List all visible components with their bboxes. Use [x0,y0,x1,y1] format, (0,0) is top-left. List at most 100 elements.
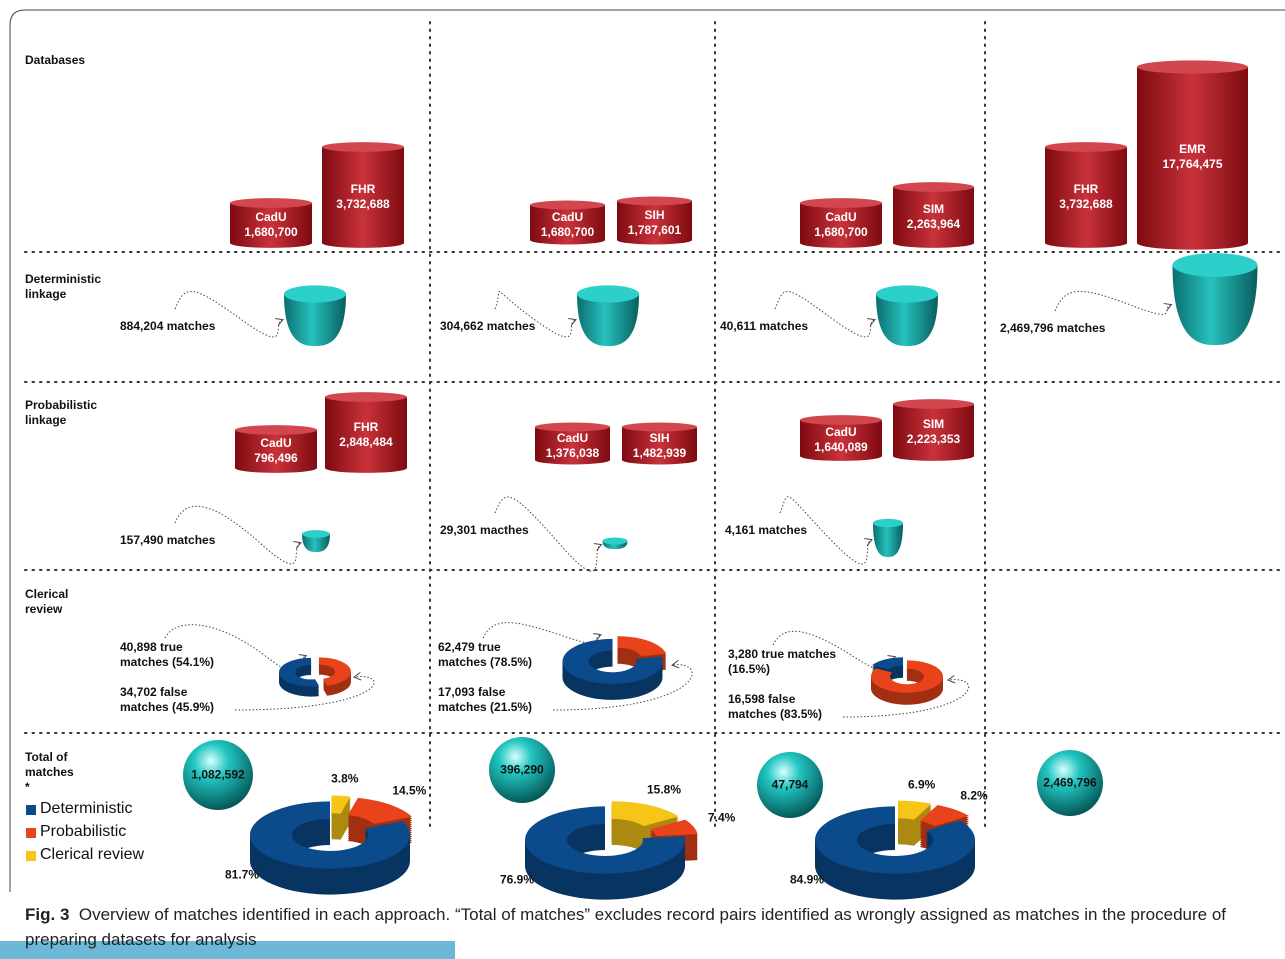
database-count: 1,680,700 [541,225,594,240]
match-count: 29,301 macthes [440,523,529,538]
match-count: 304,662 matches [440,319,535,334]
database-count: 1,482,939 [633,446,686,461]
total-count: 396,290 [500,763,543,778]
bowl [873,523,903,557]
true-matches-label: 3,280 true matches (16.5%) [728,647,840,677]
legend-label: Clerical review [40,846,144,864]
total-count: 47,794 [772,778,809,793]
database-count: 796,496 [254,451,297,466]
database-count: 1,680,700 [814,225,867,240]
cylinder-top [893,399,974,409]
cylinder-top [1045,142,1127,152]
caption: Fig. 3 Overview of matches identified in… [25,902,1265,952]
cylinder-top [617,197,692,206]
percent-label: 81.7% [225,868,259,883]
database-label: CadU1,640,089 [814,425,867,455]
database-name: CadU [244,210,297,225]
database-count: 1,787,601 [628,223,681,238]
database-name: CadU [546,431,599,446]
row-label: Total of matches * [25,750,80,795]
cylinder-top [800,415,882,425]
bowl-top [603,538,628,545]
cylinder-top [800,198,882,208]
match-count: 884,204 matches [120,319,215,334]
percent-label: 14.5% [392,783,426,798]
bowl [1173,265,1258,345]
cylinder-top [322,142,404,152]
match-count: 2,469,796 matches [1000,321,1105,336]
bowl-top [876,285,938,302]
legend-label: Probabilistic [40,823,126,841]
caption-text: Overview of matches identified in each a… [25,905,1226,949]
legend-swatch [26,851,36,861]
percent-label: 76.9% [500,873,534,888]
bowl-top [1173,253,1258,277]
percent-label: 15.8% [647,783,681,798]
row-label: Clerical review [25,587,85,617]
false-matches-label: 16,598 false matches (83.5%) [728,692,840,722]
percent-label: 84.9% [790,873,824,888]
match-count: 4,161 matches [725,523,807,538]
bowl-top [302,530,330,538]
false-matches-label: 17,093 false matches (21.5%) [438,685,550,715]
figure: Fig. 3 Overview of matches identified in… [0,0,1285,959]
caption-label: Fig. 3 [25,905,69,924]
bowl-top [577,285,639,302]
cylinder-top [325,392,407,402]
figure-graphics [0,0,1285,959]
true-matches-label: 62,479 true matches (78.5%) [438,640,550,670]
database-name: CadU [541,210,594,225]
match-count: 157,490 matches [120,533,215,548]
database-name: CadU [814,425,867,440]
false-matches-label: 34,702 false matches (45.9%) [120,685,232,715]
cylinder-top [1137,60,1248,73]
total-count: 2,469,796 [1043,776,1096,791]
database-name: CadU [254,436,297,451]
database-name: SIH [628,208,681,223]
database-name: EMR [1162,142,1222,157]
cylinder-top [235,425,317,435]
database-count: 1,680,700 [244,225,297,240]
bowl-top [284,285,346,302]
database-label: CadU1,680,700 [244,210,297,240]
cylinder-top [230,198,312,208]
database-count: 1,376,038 [546,446,599,461]
percent-label: 8.2% [960,788,987,803]
database-name: CadU [814,210,867,225]
database-name: FHR [1059,182,1112,197]
database-name: SIM [907,417,960,432]
database-name: SIM [907,202,960,217]
true-matches-label: 40,898 true matches (54.1%) [120,640,232,670]
legend-label: Deterministic [40,800,132,818]
database-count: 1,640,089 [814,440,867,455]
database-label: FHR3,732,688 [1059,182,1112,212]
database-count: 3,732,688 [1059,197,1112,212]
database-count: 17,764,475 [1162,157,1222,172]
legend-swatch [26,828,36,838]
cylinder-top [530,201,605,210]
database-label: SIM2,223,353 [907,417,960,447]
database-count: 2,848,484 [339,435,392,450]
row-label: Databases [25,53,145,68]
legend-swatch [26,805,36,815]
database-count: 2,263,964 [907,217,960,232]
percent-label: 6.9% [908,778,935,793]
database-count: 2,223,353 [907,432,960,447]
cylinder-top [893,182,974,192]
database-name: SIH [633,431,686,446]
row-label: Probabilistic linkage [25,398,120,428]
row-label: Deterministic linkage [25,272,120,302]
database-name: FHR [339,420,392,435]
database-label: CadU1,680,700 [541,210,594,240]
percent-label: 7.4% [708,811,735,826]
percent-label: 3.8% [331,772,358,787]
